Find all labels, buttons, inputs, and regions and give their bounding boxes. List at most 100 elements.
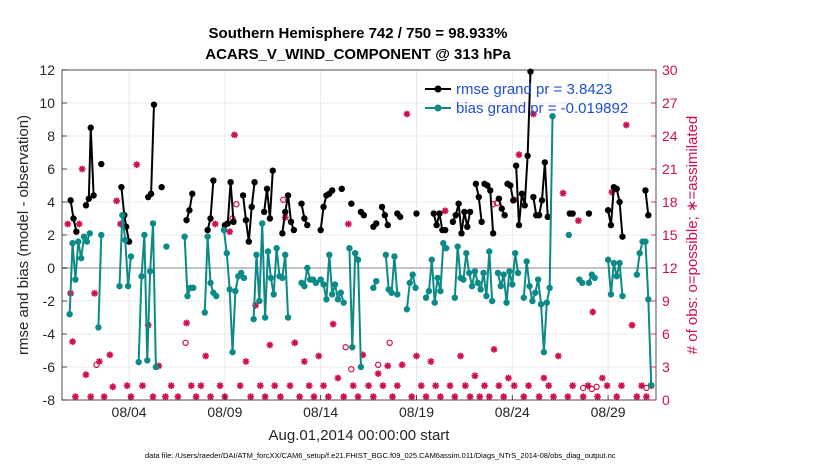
y-tick-label-right: 30: [662, 62, 678, 78]
rmse-point: [478, 218, 485, 225]
obs-assimilated-marker: [422, 393, 430, 401]
bias-point: [428, 256, 436, 263]
rmse-point: [512, 162, 520, 169]
rmse-point: [251, 179, 258, 186]
rmse-point: [98, 160, 105, 168]
bias-point: [579, 279, 586, 287]
bias-point: [237, 269, 245, 277]
bias-point: [565, 231, 573, 239]
bias-point: [320, 281, 327, 288]
bias-point: [534, 276, 542, 283]
bias-point: [488, 297, 496, 305]
obs-assimilated-marker: [139, 382, 146, 390]
data-file-footnote: data file: /Users/raeder/DAI/ATM_forcXX/…: [145, 451, 616, 460]
bias-point: [477, 286, 484, 293]
rmse-point: [282, 208, 289, 216]
obs-possible-marker: [280, 196, 287, 203]
obs-assimilated-marker: [500, 393, 508, 401]
bias-point: [119, 212, 126, 219]
y-tick-label-left: -2: [43, 293, 56, 309]
bias-point: [141, 231, 148, 239]
obs-assimilated-marker: [277, 393, 284, 401]
obs-assimilated-marker: [417, 382, 425, 390]
bias-point: [613, 273, 620, 280]
obs-assimilated-marker: [525, 382, 532, 390]
obs-assimilated-marker: [296, 393, 303, 401]
rmse-point: [284, 192, 292, 199]
rmse-point: [304, 221, 311, 229]
obs-assimilated-marker: [261, 393, 269, 401]
bias-point: [226, 286, 233, 293]
bias-point: [514, 269, 522, 277]
bias-point: [648, 381, 655, 389]
obs-assimilated-marker: [187, 382, 195, 390]
bias-point: [607, 291, 615, 298]
bias-point: [480, 269, 487, 277]
bias-point: [304, 264, 311, 272]
x-tick-label: 08/09: [207, 404, 242, 420]
obs-assimilated-marker: [252, 302, 259, 309]
obs-assimilated-marker: [510, 382, 518, 390]
obs-assimilated-marker: [379, 382, 387, 390]
bias-point: [334, 296, 342, 303]
bias-point: [351, 249, 359, 257]
bias-point: [83, 238, 91, 245]
rmse-point: [269, 167, 276, 174]
bias-point: [497, 282, 504, 290]
bias-line-segment: [607, 259, 624, 297]
rmse-point: [507, 182, 514, 189]
rmse-point: [510, 197, 517, 204]
rmse-point: [585, 210, 593, 217]
y-tick-label-left: -6: [43, 359, 56, 375]
bias-point: [86, 230, 93, 237]
obs-possible-marker: [233, 200, 240, 208]
obs-assimilated-marker: [633, 393, 641, 401]
bias-point: [72, 276, 79, 283]
obs-assimilated-marker: [117, 220, 124, 228]
rmse-point: [118, 183, 125, 191]
bias-point: [540, 348, 548, 356]
bias-point: [163, 243, 170, 250]
obs-assimilated-marker: [162, 393, 169, 401]
obs-assimilated-marker: [242, 358, 250, 365]
bias-point: [122, 236, 129, 244]
obs-assimilated-marker: [461, 382, 469, 390]
bias-point: [264, 248, 272, 255]
y-tick-label-right: 12: [662, 260, 678, 276]
obs-assimilated-marker: [329, 320, 337, 328]
obs-assimilated-marker: [485, 393, 493, 401]
obs-assimilated-marker: [393, 382, 401, 390]
bias-point: [253, 251, 260, 258]
y-tick-label-left: 4: [47, 194, 55, 210]
rmse-point: [360, 212, 367, 219]
bias-point: [483, 292, 490, 300]
rmse-point: [413, 210, 420, 217]
y-tick-label-right: 0: [662, 392, 670, 408]
bias-point: [468, 282, 476, 290]
bias-point: [135, 358, 142, 366]
obs-assimilated-marker: [271, 382, 279, 390]
rmse-point: [227, 179, 234, 186]
bias-point: [349, 344, 356, 351]
rmse-point: [158, 183, 165, 191]
bias-point: [604, 256, 612, 263]
obs-assimilated-marker: [207, 393, 214, 401]
obs-assimilated-marker: [197, 382, 205, 390]
obs-assimilated-marker: [564, 393, 572, 401]
bias-series: [66, 113, 655, 389]
rmse-point: [458, 230, 465, 237]
rmse-point: [290, 226, 298, 234]
bias-point: [282, 251, 289, 258]
obs-assimilated-marker: [481, 382, 488, 390]
y-tick-label-right: 15: [662, 227, 678, 243]
bias-point: [284, 314, 292, 321]
obs-assimilated-marker: [495, 382, 503, 390]
bias-point: [520, 294, 527, 301]
bias-point: [537, 301, 545, 308]
rmse-point: [607, 221, 615, 229]
y-tick-label-left: 0: [47, 260, 55, 276]
rmse-point: [518, 190, 526, 197]
bias-point: [146, 268, 154, 275]
bias-point: [301, 282, 308, 290]
rmse-point: [70, 215, 77, 222]
